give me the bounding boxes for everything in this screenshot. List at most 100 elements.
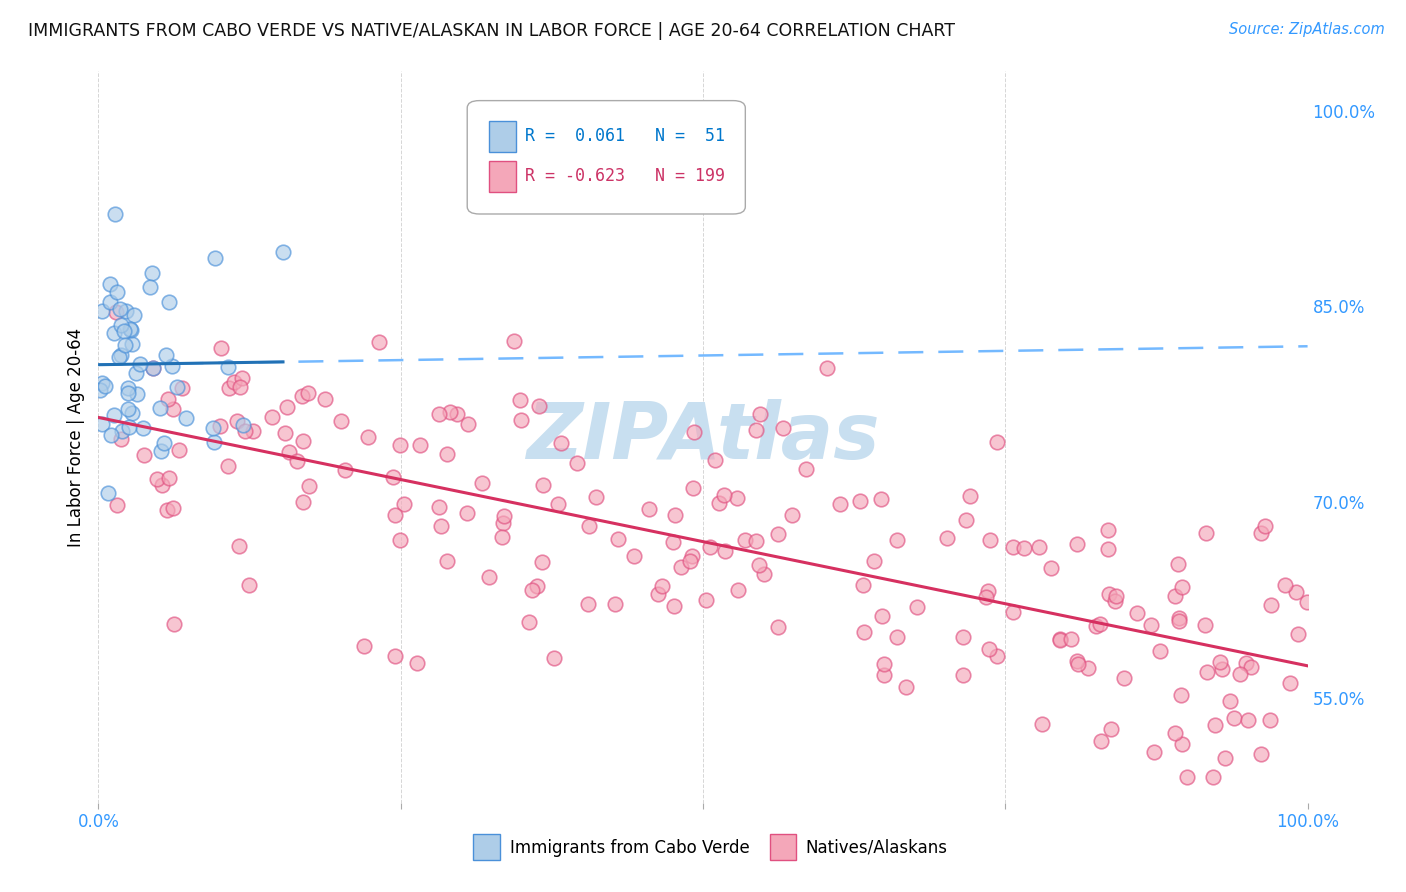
FancyBboxPatch shape [769, 834, 796, 860]
Point [974, 590, 997, 604]
Point [208, 419, 231, 434]
Point [1219, 694, 1241, 708]
Point [745, 423, 768, 437]
Point [979, 641, 1001, 656]
Point [297, 385, 319, 400]
Point [356, 430, 378, 444]
Point [936, 531, 959, 545]
Point [1049, 632, 1071, 646]
Point [1002, 605, 1025, 619]
Point [1066, 537, 1088, 551]
Point [1097, 541, 1119, 556]
Point [638, 501, 661, 516]
Point [471, 476, 494, 491]
Point [292, 434, 315, 449]
Point [1060, 632, 1083, 646]
Point [146, 472, 169, 486]
Point [1039, 561, 1062, 575]
Point [160, 359, 183, 373]
Point [1286, 627, 1309, 641]
Point [141, 266, 163, 280]
Point [217, 459, 239, 474]
Point [201, 421, 224, 435]
Point [170, 381, 193, 395]
Point [1175, 770, 1198, 784]
Point [725, 491, 748, 505]
Point [695, 593, 717, 607]
Point [224, 375, 246, 389]
Point [1126, 606, 1149, 620]
Point [1250, 747, 1272, 762]
Point [478, 570, 501, 584]
FancyBboxPatch shape [489, 161, 516, 192]
Point [1229, 667, 1251, 681]
Point [853, 625, 876, 640]
Point [606, 533, 628, 547]
Point [669, 560, 692, 574]
Point [110, 432, 132, 446]
Point [406, 657, 429, 671]
FancyBboxPatch shape [474, 834, 501, 860]
Point [526, 579, 548, 593]
Point [494, 509, 516, 524]
Point [381, 470, 404, 484]
Point [794, 462, 817, 476]
Point [979, 533, 1001, 548]
Point [1202, 770, 1225, 784]
Point [492, 516, 515, 531]
Point [150, 478, 173, 492]
Point [1084, 619, 1107, 633]
Point [125, 366, 148, 380]
Point [274, 425, 297, 440]
Point [766, 620, 789, 634]
Point [121, 406, 143, 420]
Point [1194, 618, 1216, 632]
Point [156, 392, 179, 406]
Point [1171, 737, 1194, 751]
Point [510, 413, 533, 427]
Point [520, 583, 543, 598]
Point [848, 493, 870, 508]
Point [664, 599, 686, 614]
Point [1284, 585, 1306, 599]
Point [1260, 598, 1282, 612]
Point [1066, 657, 1088, 671]
Point [128, 358, 150, 372]
Point [748, 558, 770, 573]
Point [1240, 659, 1263, 673]
Point [103, 326, 125, 340]
Point [734, 533, 756, 547]
Point [238, 578, 260, 592]
Point [1001, 540, 1024, 554]
Point [585, 490, 607, 504]
Point [117, 402, 139, 417]
Y-axis label: In Labor Force | Age 20-64: In Labor Force | Age 20-64 [66, 327, 84, 547]
Point [986, 649, 1008, 664]
Point [142, 361, 165, 376]
Point [1195, 526, 1218, 541]
Point [389, 533, 412, 547]
Point [98, 294, 121, 309]
Point [699, 540, 721, 554]
Point [714, 544, 737, 558]
Point [509, 393, 531, 408]
Point [90, 376, 112, 391]
Point [550, 435, 572, 450]
Point [392, 498, 415, 512]
Point [94, 378, 117, 392]
Point [353, 640, 375, 654]
Point [139, 280, 162, 294]
Point [547, 497, 569, 511]
Point [1295, 595, 1317, 609]
Point [276, 400, 298, 414]
Point [870, 491, 893, 506]
Point [104, 207, 127, 221]
Point [491, 530, 513, 544]
Point [852, 578, 875, 592]
Point [745, 533, 768, 548]
Point [167, 443, 190, 458]
Point [870, 608, 893, 623]
FancyBboxPatch shape [467, 101, 745, 214]
Point [727, 582, 749, 597]
Point [1164, 726, 1187, 740]
